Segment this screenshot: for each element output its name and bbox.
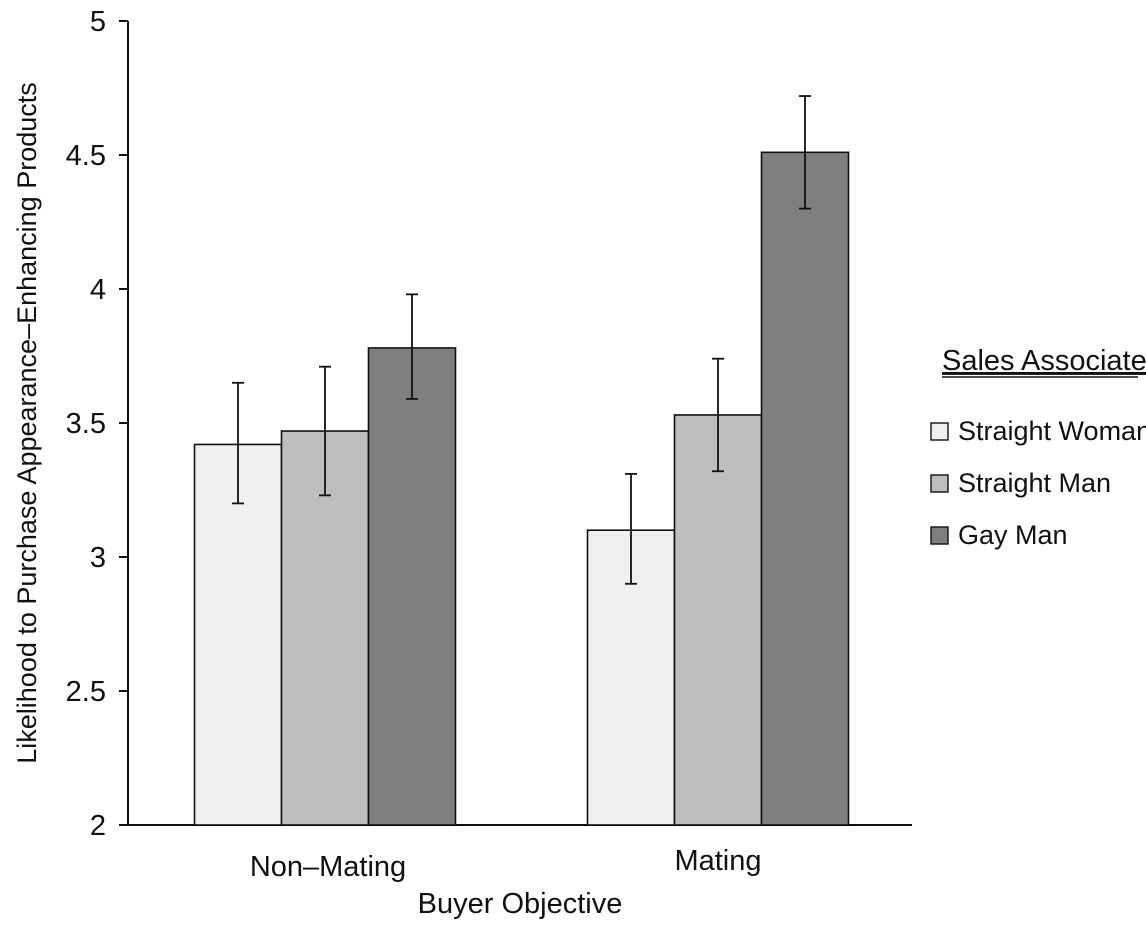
legend-swatch [930, 526, 949, 545]
y-tick-label: 3 [90, 542, 106, 574]
x-axis: Non–Mating Mating [128, 824, 912, 883]
y-tick-label: 2.5 [66, 676, 106, 708]
legend-title: Sales Associate [942, 345, 1146, 377]
legend-label: Gay Man [958, 520, 1068, 550]
legend-swatch [930, 474, 949, 493]
y-tick-label: 3.5 [66, 408, 106, 440]
y-tick-label: 4.5 [66, 140, 106, 172]
x-axis-label: Buyer Objective [418, 888, 623, 920]
legend-label: Straight Man [958, 468, 1111, 498]
bar [280, 430, 370, 826]
y-axis: 2 2.5 3 3.5 4 4.5 5 [66, 6, 129, 842]
x-tick-label: Non–Mating [250, 851, 406, 883]
bars-layer [193, 151, 850, 826]
bar [760, 151, 850, 826]
y-tick-label: 2 [90, 810, 106, 842]
y-tick-label: 4 [90, 274, 106, 306]
error-bars-layer [232, 95, 811, 585]
y-axis-label: Likelihood to Purchase Appearance–Enhanc… [12, 82, 42, 763]
x-tick-label: Mating [674, 845, 761, 877]
legend: Sales Associate Straight Woman Straight M… [930, 345, 1146, 550]
legend-swatch [930, 422, 949, 441]
y-tick-label: 5 [90, 6, 106, 38]
bar [673, 414, 763, 826]
bar [367, 347, 457, 826]
legend-label: Straight Woman [958, 416, 1146, 446]
